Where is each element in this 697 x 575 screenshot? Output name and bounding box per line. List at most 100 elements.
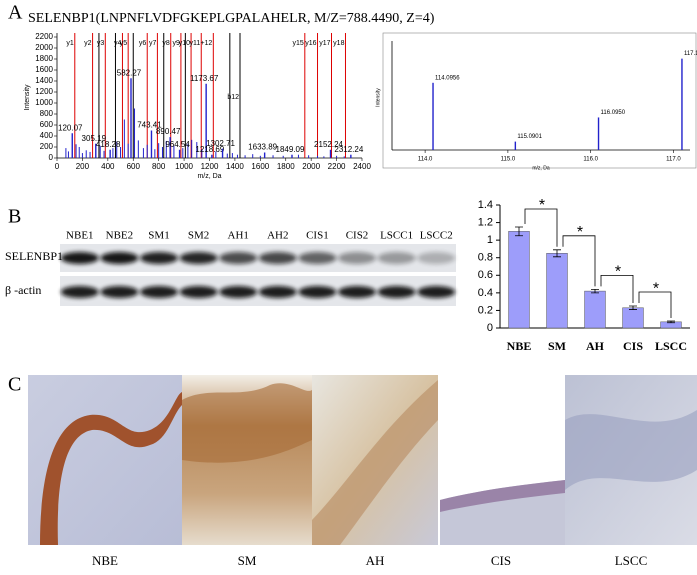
ihc-label: SM <box>238 553 257 568</box>
panel-label: A <box>8 2 23 24</box>
y-axis-label: Intensity <box>375 88 381 107</box>
peak-label: 115.0901 <box>517 134 542 140</box>
x-tick-label: 114.0 <box>418 157 433 163</box>
ihc-label: LSCC <box>615 553 648 568</box>
fragment-label: y10 <box>179 40 190 47</box>
y-tick-label: 2200 <box>35 32 53 41</box>
blot-band <box>60 286 99 298</box>
fragment-label: y8 <box>162 40 170 47</box>
chart-title: SELENBP1(LNPNFLVDFGKEPLGPALAHELR, M/Z=78… <box>28 11 435 26</box>
significance-label: * <box>539 197 545 214</box>
peak-label: 1633.89 <box>248 143 277 152</box>
x-tick-label: 2400 <box>353 162 371 171</box>
y-tick-label: 1.2 <box>478 216 493 228</box>
x-tick-label: NBE <box>507 339 532 353</box>
blot-band <box>258 252 297 264</box>
y-tick-label: 400 <box>40 131 54 140</box>
y-tick-label: 0 <box>49 153 54 162</box>
ihc-epithelium <box>40 392 182 545</box>
lane-label: NBE1 <box>66 230 94 242</box>
x-tick-label: 0 <box>55 162 60 171</box>
peak-label: 1302.71 <box>206 139 235 148</box>
y-tick-label: 0.4 <box>478 287 493 299</box>
x-tick-label: 1800 <box>277 162 295 171</box>
y-tick-label: 600 <box>40 120 54 129</box>
bar <box>584 290 606 329</box>
y-tick-label: 1200 <box>35 87 53 96</box>
ihc-label: AH <box>366 553 385 568</box>
y-tick-label: 1400 <box>35 76 53 85</box>
bar <box>546 253 568 329</box>
lane-label: AH2 <box>267 230 288 242</box>
peak-label: 1849.09 <box>276 145 305 154</box>
peak-label: 743.41 <box>137 121 162 130</box>
blot-row-label: β -actin <box>5 283 41 297</box>
lane-label: LSCC1 <box>380 230 413 242</box>
peak-label: 1218.69 <box>195 145 224 154</box>
lane-label: CIS2 <box>346 230 369 242</box>
ihc-label: NBE <box>92 553 118 568</box>
significance-label: * <box>653 280 659 297</box>
x-tick-label: 800 <box>152 162 166 171</box>
x-tick-label: AH <box>586 339 605 353</box>
x-axis-label: m/z, Da <box>197 173 221 180</box>
x-tick-label: SM <box>548 339 566 353</box>
significance-label: * <box>577 224 583 241</box>
blot-band <box>258 286 297 298</box>
x-tick-label: 116.0 <box>583 157 598 163</box>
x-axis-label: m/z, Da <box>532 165 549 171</box>
fragment-label: b12 <box>227 94 239 101</box>
blot-band <box>100 286 139 298</box>
peak-label: 2312.24 <box>334 145 363 154</box>
fragment-label: y17 <box>319 40 330 47</box>
fragment-label: y15 <box>293 40 304 47</box>
y-tick-label: 0.8 <box>478 252 493 264</box>
x-tick-label: 2200 <box>328 162 346 171</box>
blot-band <box>337 286 377 298</box>
error-bar <box>629 305 637 310</box>
x-tick-label: 200 <box>76 162 90 171</box>
fragment-label: y6 <box>139 40 147 47</box>
fragment-label: y18 <box>333 40 344 47</box>
y-tick-label: 1800 <box>35 54 53 63</box>
blot-band <box>417 252 456 264</box>
panel-label: B <box>8 206 21 228</box>
y-tick-label: 0 <box>487 322 493 334</box>
peak-label: 582.27 <box>117 68 142 77</box>
blot-band <box>417 286 456 298</box>
lane-label: AH1 <box>228 230 249 242</box>
fragment-label: y2 <box>84 40 92 47</box>
lane-label: SM1 <box>148 230 169 242</box>
fragment-label: y16 <box>305 40 316 47</box>
peak-label: 114.0956 <box>435 75 460 81</box>
blot-band <box>219 252 258 264</box>
fragment-label: y4 <box>114 40 122 47</box>
x-tick-label: 117.0 <box>666 157 681 163</box>
blot-band <box>179 252 218 264</box>
significance-label: * <box>615 264 621 281</box>
lane-label: NBE2 <box>106 230 134 242</box>
peak-label: 1173.67 <box>190 74 219 83</box>
significance-bracket <box>562 235 596 287</box>
fragment-label: y3 <box>97 40 105 47</box>
bar <box>622 307 644 329</box>
blot-band <box>377 286 416 298</box>
y-axis-label: Intensity <box>24 84 31 111</box>
fragment-label: y5 <box>120 40 128 47</box>
significance-bracket <box>638 291 672 318</box>
blot-row-label: SELENBP1 <box>5 249 63 263</box>
blot-band <box>337 252 377 264</box>
y-tick-label: 1000 <box>35 98 53 107</box>
ihc-tissue <box>565 410 697 490</box>
y-tick-label: 1 <box>487 234 493 246</box>
peak-label: 305.19 <box>82 134 107 143</box>
blot-band <box>139 286 179 298</box>
fragment-label: y9 <box>173 40 181 47</box>
ihc-label: CIS <box>491 553 511 568</box>
x-tick-label: 115.0 <box>501 157 516 163</box>
ihc-labels: NBE SM AH CIS LSCC <box>92 553 647 568</box>
y-tick-label: 2000 <box>35 43 53 52</box>
blot-band <box>219 286 258 298</box>
y-tick-label: 0.6 <box>478 269 493 281</box>
